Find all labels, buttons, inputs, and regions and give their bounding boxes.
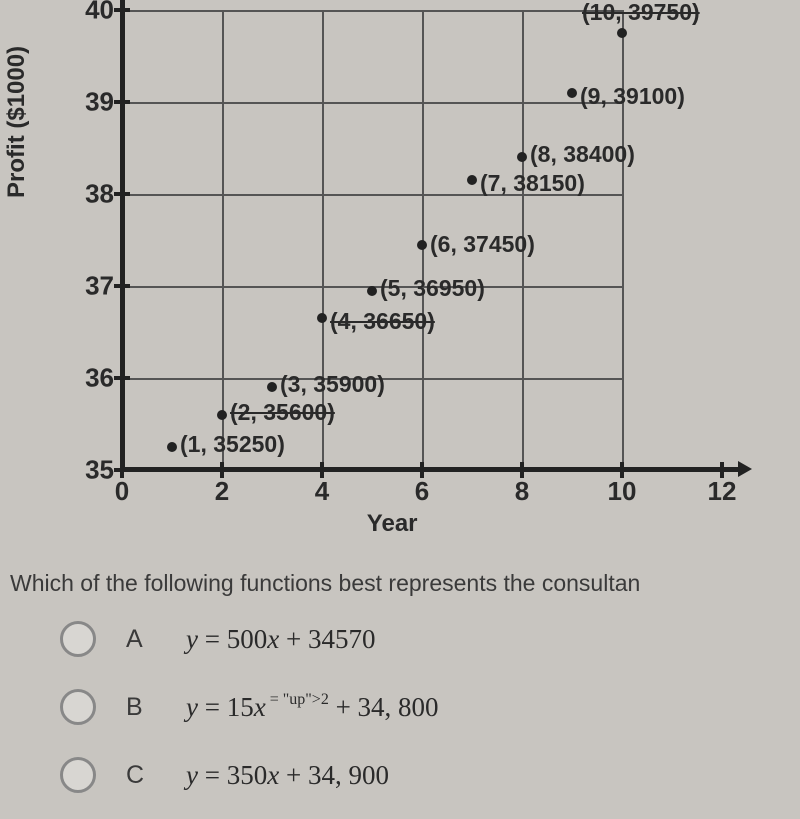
data-point — [417, 240, 427, 250]
y-tick-label: 36 — [85, 363, 114, 394]
data-point-label: (2, 35600) — [230, 399, 335, 426]
data-point — [617, 28, 627, 38]
y-axis-label: Profit ($1000) — [3, 46, 31, 198]
answer-option[interactable]: By = 15x = "up">2 + 34, 800 — [60, 683, 740, 731]
y-tick-mark — [114, 284, 130, 288]
y-tick-label: 39 — [85, 87, 114, 118]
profit-chart: Profit ($1000) 353637383940024681012(1, … — [22, 0, 742, 530]
answer-option[interactable]: Ay = 500x + 34570 — [60, 615, 740, 663]
data-point-label: (7, 38150) — [480, 170, 585, 197]
x-tick-label: 0 — [115, 476, 129, 507]
x-axis-label: Year — [367, 510, 418, 538]
y-tick-label: 38 — [85, 179, 114, 210]
data-point-label: (4, 36650) — [330, 308, 435, 335]
answer-list: Ay = 500x + 34570 By = 15x = "up">2 + 34,… — [60, 615, 740, 819]
answer-option[interactable]: Cy = 350x + 34, 900 — [60, 751, 740, 799]
radio-button[interactable] — [60, 621, 96, 657]
data-point-label: (9, 39100) — [580, 83, 685, 110]
data-point — [267, 382, 277, 392]
grid-line-vertical — [622, 10, 624, 470]
y-tick-label: 35 — [85, 455, 114, 486]
y-axis-line — [120, 0, 125, 472]
answer-letter: A — [126, 625, 186, 654]
y-tick-mark — [114, 100, 130, 104]
question-text: Which of the following functions best re… — [10, 570, 640, 597]
x-tick-label: 2 — [215, 476, 229, 507]
data-point — [317, 313, 327, 323]
x-axis-arrow-icon — [738, 461, 752, 477]
data-point — [567, 88, 577, 98]
answer-letter: C — [126, 761, 186, 790]
grid-line-horizontal — [122, 10, 622, 12]
data-point — [467, 175, 477, 185]
data-point — [517, 152, 527, 162]
answer-equation: y = 350x + 34, 900 — [186, 760, 389, 791]
radio-button[interactable] — [60, 689, 96, 725]
plot-area: 353637383940024681012(1, 35250)(2, 35600… — [122, 10, 722, 470]
x-tick-label: 8 — [515, 476, 529, 507]
data-point-label: (6, 37450) — [430, 231, 535, 258]
y-tick-mark — [114, 376, 130, 380]
x-tick-label: 6 — [415, 476, 429, 507]
y-tick-label: 40 — [85, 0, 114, 26]
answer-letter: B — [126, 693, 186, 722]
x-tick-label: 12 — [708, 476, 737, 507]
answer-equation: y = 500x + 34570 — [186, 624, 375, 655]
x-tick-label: 10 — [608, 476, 637, 507]
data-point-label: (5, 36950) — [380, 275, 485, 302]
data-point-label: (3, 35900) — [280, 371, 385, 398]
y-tick-mark — [114, 8, 130, 12]
x-tick-label: 4 — [315, 476, 329, 507]
y-tick-mark — [114, 192, 130, 196]
data-point-label: (8, 38400) — [530, 141, 635, 168]
data-point-label: (1, 35250) — [180, 431, 285, 458]
radio-button[interactable] — [60, 757, 96, 793]
data-point — [167, 442, 177, 452]
x-axis-line — [120, 467, 740, 472]
data-point-label: (10, 39750) — [582, 0, 700, 26]
data-point — [367, 286, 377, 296]
data-point — [217, 410, 227, 420]
grid-line-vertical — [222, 10, 224, 470]
answer-equation: y = 15x = "up">2 + 34, 800 — [186, 692, 439, 723]
grid-line-horizontal — [122, 102, 622, 104]
y-tick-label: 37 — [85, 271, 114, 302]
